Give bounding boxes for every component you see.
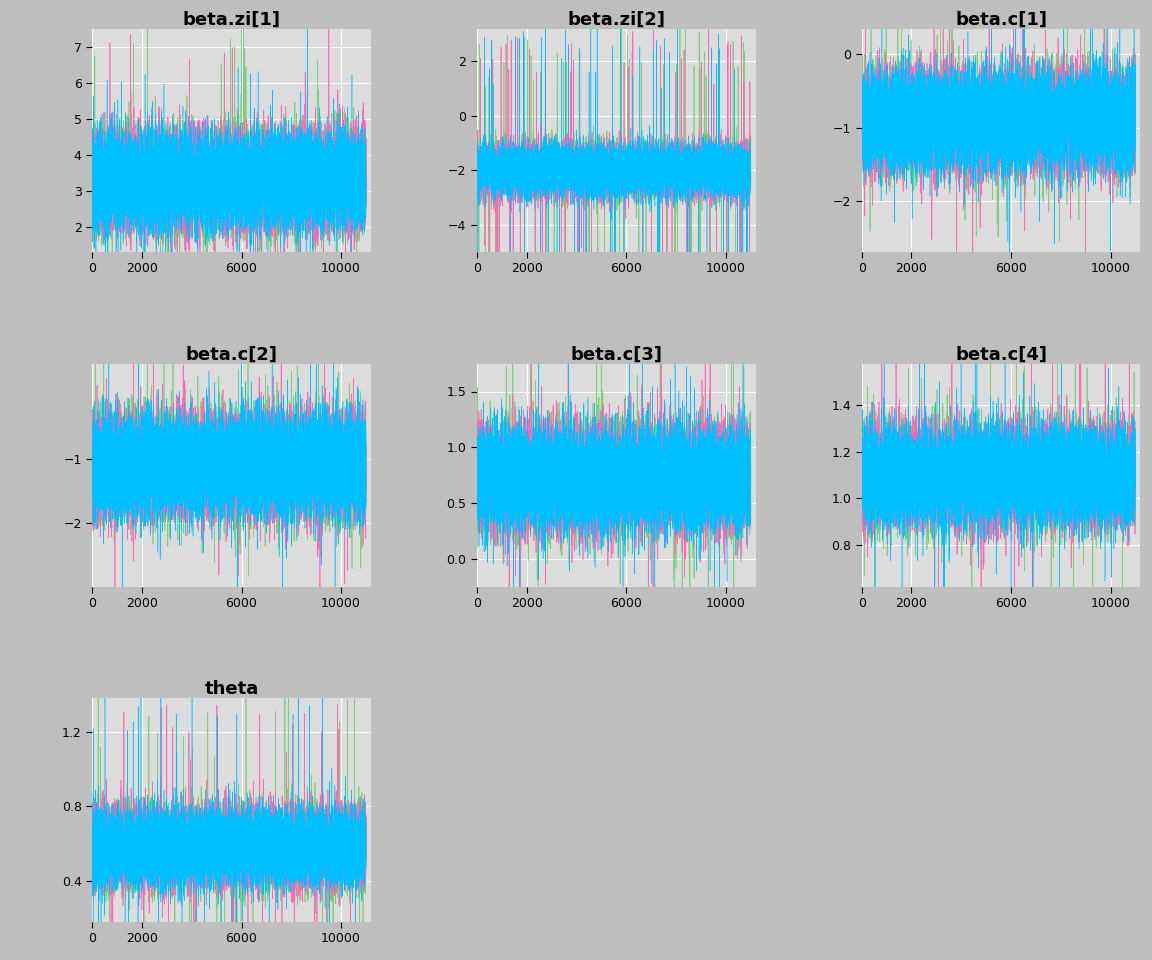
Title: beta.c[1]: beta.c[1] (955, 11, 1047, 29)
Title: beta.zi[2]: beta.zi[2] (567, 11, 666, 29)
Title: beta.c[4]: beta.c[4] (955, 346, 1047, 364)
Title: beta.c[2]: beta.c[2] (185, 346, 278, 364)
Title: theta: theta (204, 681, 259, 698)
Title: beta.c[3]: beta.c[3] (570, 346, 662, 364)
Title: beta.zi[1]: beta.zi[1] (182, 11, 281, 29)
